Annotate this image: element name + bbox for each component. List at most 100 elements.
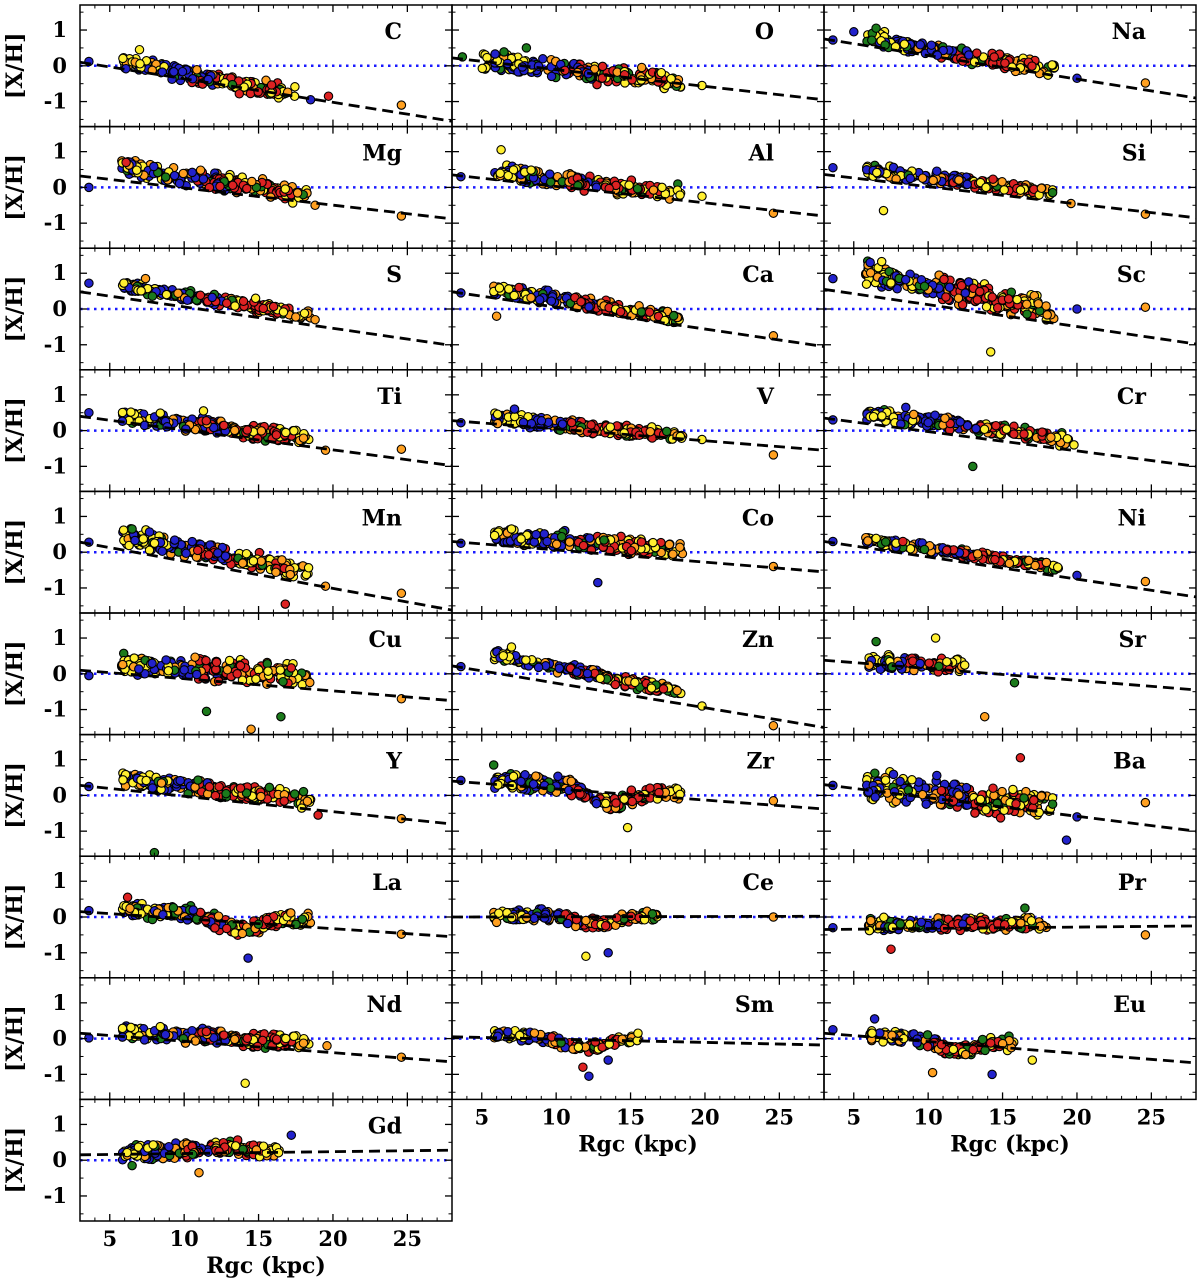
star-point [509,404,520,414]
star-point [516,776,526,787]
star-points [864,633,1020,722]
star-point [992,303,1003,313]
star-point [178,168,189,179]
star-point [970,808,980,818]
star-point [610,679,621,690]
star-points [456,642,779,731]
star-point [490,49,500,59]
star-point [932,770,942,781]
gradient-fit-line [824,540,1196,599]
star-point [908,409,919,420]
star-point [867,35,877,45]
star-point [396,588,407,599]
star-points [828,753,1151,845]
star-point [972,48,982,58]
star-point [995,813,1006,823]
panel-al: Al [451,125,825,249]
star-point [880,775,891,785]
star-point [155,408,166,418]
gradient-fit-line [824,658,1196,692]
star-point [876,256,887,267]
star-point [230,301,240,311]
gradient-fit-line [452,664,824,729]
star-point [220,551,231,561]
star-point [134,44,145,55]
star-point [84,407,94,418]
star-point [768,561,779,572]
star-point [546,296,557,306]
star-point [627,796,637,807]
panel-zr: Zr [451,733,825,857]
star-point [299,308,310,319]
star-point [940,413,950,424]
star-point [492,409,503,420]
star-point [508,771,519,782]
star-point [624,180,634,190]
y-tick-label: -1 [44,210,67,235]
panel-sr: Sr [823,612,1197,736]
star-point [582,668,593,679]
y-tick-label: 0 [52,296,67,321]
star-point [242,183,252,194]
star-point [1024,555,1034,566]
panel-co: Co [451,490,825,614]
panel-cu: Cu-101[X/H] [2,612,453,736]
star-point [156,778,167,788]
star-point [534,295,545,305]
panel-zn: Zn [451,612,825,736]
star-point [161,289,172,300]
star-points [456,404,779,460]
star-point [849,27,859,37]
star-point [277,555,287,565]
star-point [675,190,685,200]
star-points [84,406,407,456]
star-point [1021,299,1032,310]
star-point [278,676,288,687]
star-point [192,65,202,75]
y-tick-label: -1 [44,453,67,478]
star-point [271,567,281,578]
star-point [516,534,526,544]
star-point [298,433,309,443]
star-point [566,776,577,787]
star-point [266,80,277,90]
star-point [657,182,667,193]
star-point [600,798,611,809]
star-point [305,95,316,105]
star-point [644,307,655,317]
star-point [263,666,273,676]
star-point [668,311,679,321]
star-point [149,161,159,172]
star-point [198,406,209,416]
star-point [981,302,992,312]
star-point [305,677,315,688]
y-tick-label: 1 [52,625,67,650]
panel-ca: Ca [451,247,825,371]
star-point [546,71,557,82]
star-point [489,530,500,541]
star-point [250,293,261,304]
star-point [289,789,300,799]
star-point [182,295,193,306]
star-point [227,180,238,191]
star-point [1015,753,1026,763]
star-point [506,524,517,534]
star-point [179,665,189,675]
panel-na: Na [823,4,1197,128]
star-point [193,775,203,785]
star-point [668,549,678,559]
gradient-fit-line [824,287,1196,346]
star-point [514,282,524,293]
star-point [1061,835,1072,845]
star-point [584,533,595,543]
star-point [932,166,942,176]
ticks [451,248,825,370]
star-point [136,286,146,296]
star-point [163,666,174,676]
star-point [557,419,568,429]
star-point [968,461,978,472]
y-tick-label: 1 [52,139,67,164]
star-point [556,531,567,542]
y-tick-label: 1 [52,17,67,42]
star-point [554,663,565,674]
